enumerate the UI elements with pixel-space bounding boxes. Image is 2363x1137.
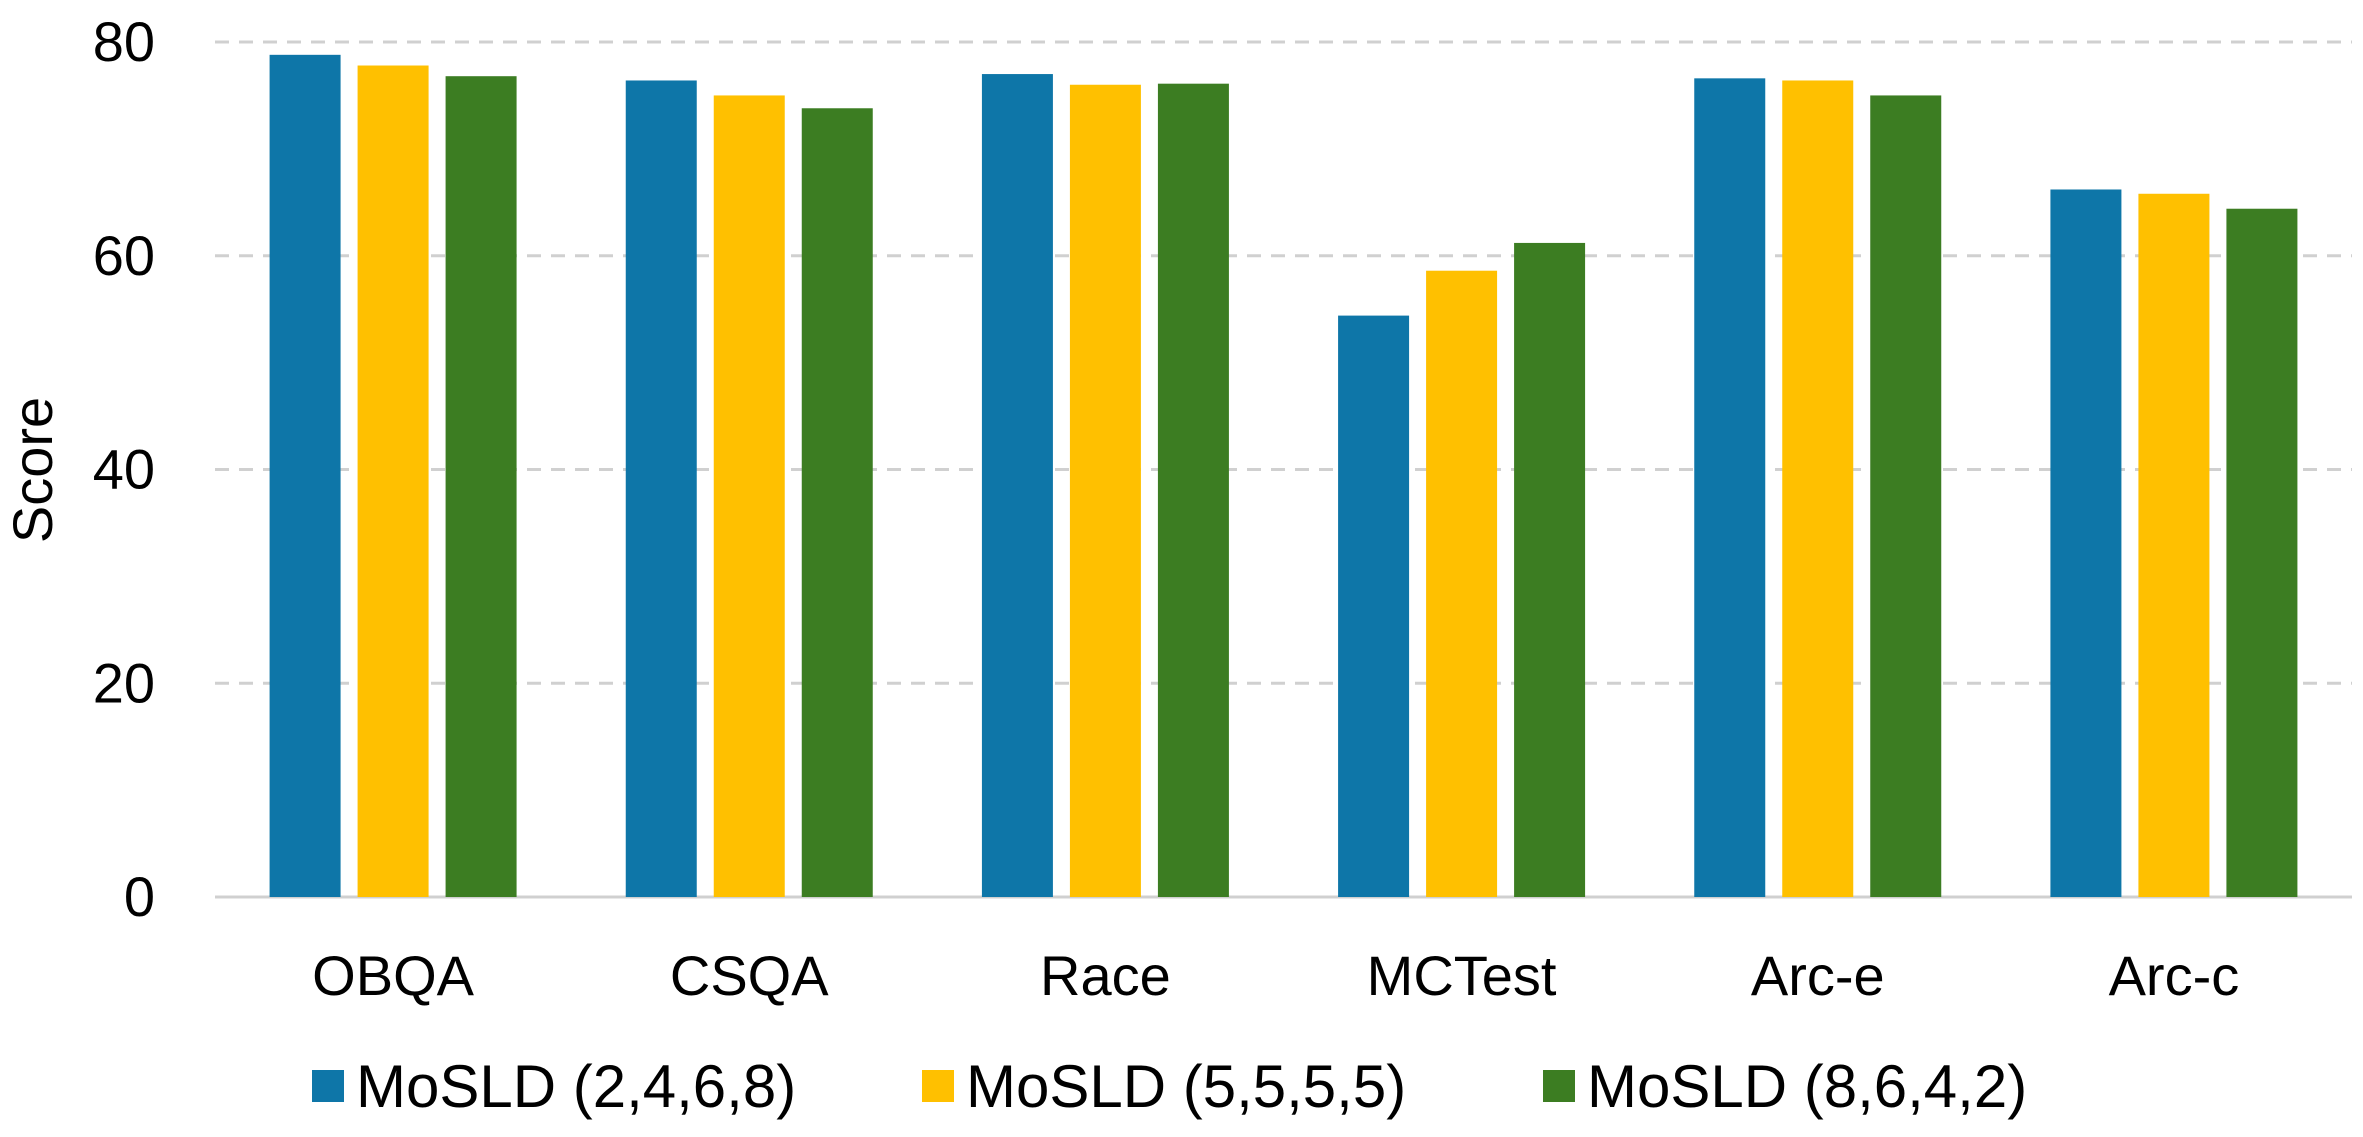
bar-arc-e-series-2 bbox=[1782, 80, 1854, 898]
x-category-label-arc-e: Arc-e bbox=[1751, 944, 1885, 1007]
legend-swatch-2 bbox=[922, 1070, 954, 1102]
y-tick-label-20: 20 bbox=[93, 651, 155, 714]
y-tick-label-60: 60 bbox=[93, 224, 155, 287]
bar-arc-c-series-1 bbox=[2050, 189, 2122, 898]
bar-race-series-2 bbox=[1069, 84, 1141, 897]
legend-item-2: MoSLD (5,5,5,5) bbox=[922, 1053, 1406, 1120]
bar-obqa-series-1 bbox=[269, 54, 341, 897]
legend-item-3: MoSLD (8,6,4,2) bbox=[1543, 1053, 2027, 1120]
bar-mctest-series-3 bbox=[1514, 242, 1586, 898]
bar-mctest-series-2 bbox=[1426, 270, 1498, 897]
legend-label-2: MoSLD (5,5,5,5) bbox=[966, 1053, 1406, 1120]
bar-arc-c-series-2 bbox=[2138, 193, 2210, 897]
bar-csqa-series-2 bbox=[713, 95, 785, 897]
bar-race-series-1 bbox=[981, 74, 1053, 897]
x-category-label-mctest: MCTest bbox=[1367, 944, 1557, 1007]
x-category-label-race: Race bbox=[1040, 944, 1171, 1007]
bar-csqa-series-1 bbox=[625, 80, 697, 898]
bar-arc-e-series-1 bbox=[1694, 78, 1766, 897]
y-tick-label-80: 80 bbox=[93, 10, 155, 73]
y-tick-label-0: 0 bbox=[124, 865, 155, 928]
x-category-label-obqa: OBQA bbox=[312, 944, 474, 1007]
x-axis-categories: OBQA CSQA Race MCTest Arc-e Arc-c bbox=[312, 944, 2239, 1007]
bars bbox=[269, 54, 2298, 898]
legend: MoSLD (2,4,6,8) MoSLD (5,5,5,5) MoSLD (8,6… bbox=[312, 1053, 2027, 1120]
x-category-label-arc-c: Arc-c bbox=[2109, 944, 2240, 1007]
bar-arc-c-series-3 bbox=[2226, 208, 2298, 898]
legend-swatch-3 bbox=[1543, 1070, 1575, 1102]
bar-mctest-series-1 bbox=[1338, 315, 1410, 898]
legend-label-3: MoSLD (8,6,4,2) bbox=[1587, 1053, 2027, 1120]
bar-obqa-series-3 bbox=[445, 76, 517, 897]
gridlines bbox=[215, 40, 2352, 899]
x-category-label-csqa: CSQA bbox=[670, 944, 829, 1007]
legend-item-1: MoSLD (2,4,6,8) bbox=[312, 1053, 796, 1120]
legend-label-1: MoSLD (2,4,6,8) bbox=[356, 1053, 796, 1120]
bar-csqa-series-3 bbox=[801, 108, 873, 897]
bar-arc-e-series-3 bbox=[1870, 95, 1942, 897]
y-axis-ticks: 0 20 40 60 80 bbox=[93, 10, 155, 928]
bar-race-series-3 bbox=[1157, 83, 1229, 897]
y-axis-title: Score bbox=[1, 397, 64, 543]
bar-obqa-series-2 bbox=[357, 65, 429, 897]
y-tick-label-40: 40 bbox=[93, 438, 155, 501]
legend-swatch-1 bbox=[312, 1070, 344, 1102]
